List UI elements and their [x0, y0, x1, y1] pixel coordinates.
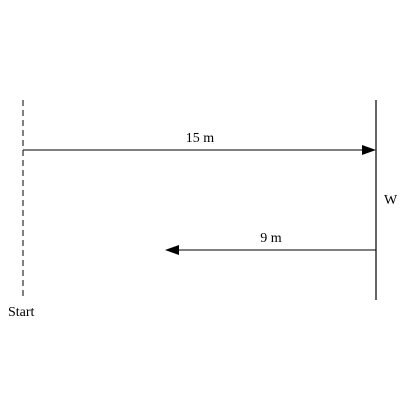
forward-distance-label: 15 m — [186, 131, 215, 146]
backward-arrowhead — [165, 245, 179, 255]
wall-label: W — [384, 193, 398, 208]
start-label: Start — [8, 305, 35, 320]
backward-distance-label: 9 m — [260, 231, 282, 246]
forward-arrowhead — [362, 145, 376, 155]
